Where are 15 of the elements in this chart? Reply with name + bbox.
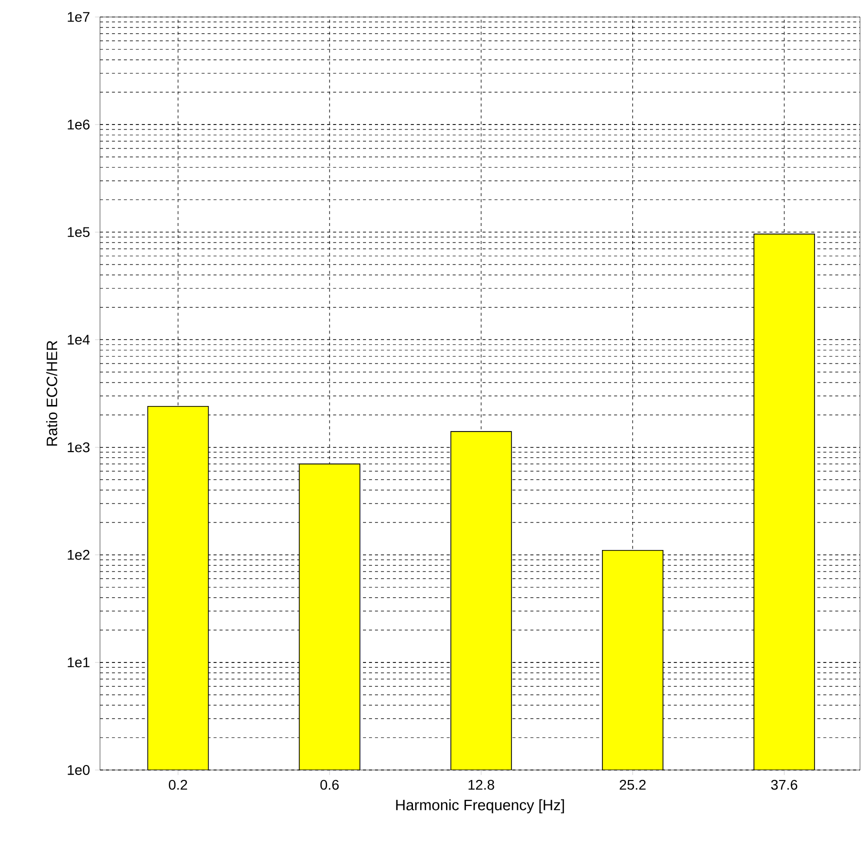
y-tick-label: 1e2 [68,550,90,560]
y-tick-label: 1e3 [68,442,90,452]
y-tick-label: 1e5 [68,227,90,238]
y-tick-label: 1e7 [68,12,90,22]
x-tick-label: 0.2 [168,780,188,790]
y-tick-label: 1e4 [68,334,90,345]
y-tick-label: 1e0 [68,765,90,775]
x-tick-label: 25.2 [620,780,646,790]
y-tick-label: 1e6 [68,120,90,130]
y-axis-title: Ratio ECC/HER [46,340,58,446]
y-tick-label: 1e1 [68,658,90,668]
x-tick-label: 37.6 [771,780,798,790]
x-tick-label: 12.8 [468,780,494,790]
x-axis-title: Harmonic Frequency [Hz] [396,799,564,814]
x-tick-label: 0.6 [320,780,339,790]
